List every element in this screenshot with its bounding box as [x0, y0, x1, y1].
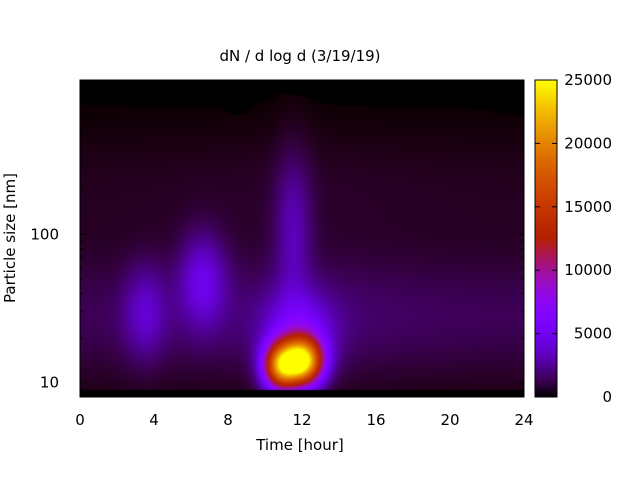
x-axis-title: Time [hour]	[255, 436, 344, 454]
x-tick-label: 12	[292, 411, 311, 429]
colorbar-frame	[534, 79, 558, 398]
colorbar-tick-label: 15000	[564, 198, 612, 216]
x-tick-label: 8	[223, 411, 233, 429]
colorbar-tick-label: 10000	[564, 261, 612, 279]
y-tick-label: 10	[40, 374, 59, 392]
colorbar-tick-label: 20000	[564, 134, 612, 152]
colorbar-tick-label: 5000	[574, 325, 612, 343]
x-tick-label: 0	[75, 411, 85, 429]
chart-title: dN / d log d (3/19/19)	[219, 47, 380, 65]
x-axis: 0 4 8 12 16 20 24	[75, 80, 534, 429]
y-axis: 10 100	[30, 85, 524, 398]
y-tick-label: 100	[30, 225, 59, 243]
x-tick-label: 4	[149, 411, 159, 429]
colorbar-ticks: 0 5000 10000 15000 20000 25000	[535, 71, 612, 406]
colorbar	[535, 80, 557, 397]
x-tick-label: 20	[440, 411, 459, 429]
x-tick-label: 16	[366, 411, 385, 429]
y-axis-title: Particle size [nm]	[1, 173, 19, 303]
x-tick-label: 24	[514, 411, 533, 429]
colorbar-tick-label: 25000	[564, 71, 612, 89]
colorbar-tick-label: 0	[602, 388, 612, 406]
heatmap-surface	[80, 80, 524, 397]
